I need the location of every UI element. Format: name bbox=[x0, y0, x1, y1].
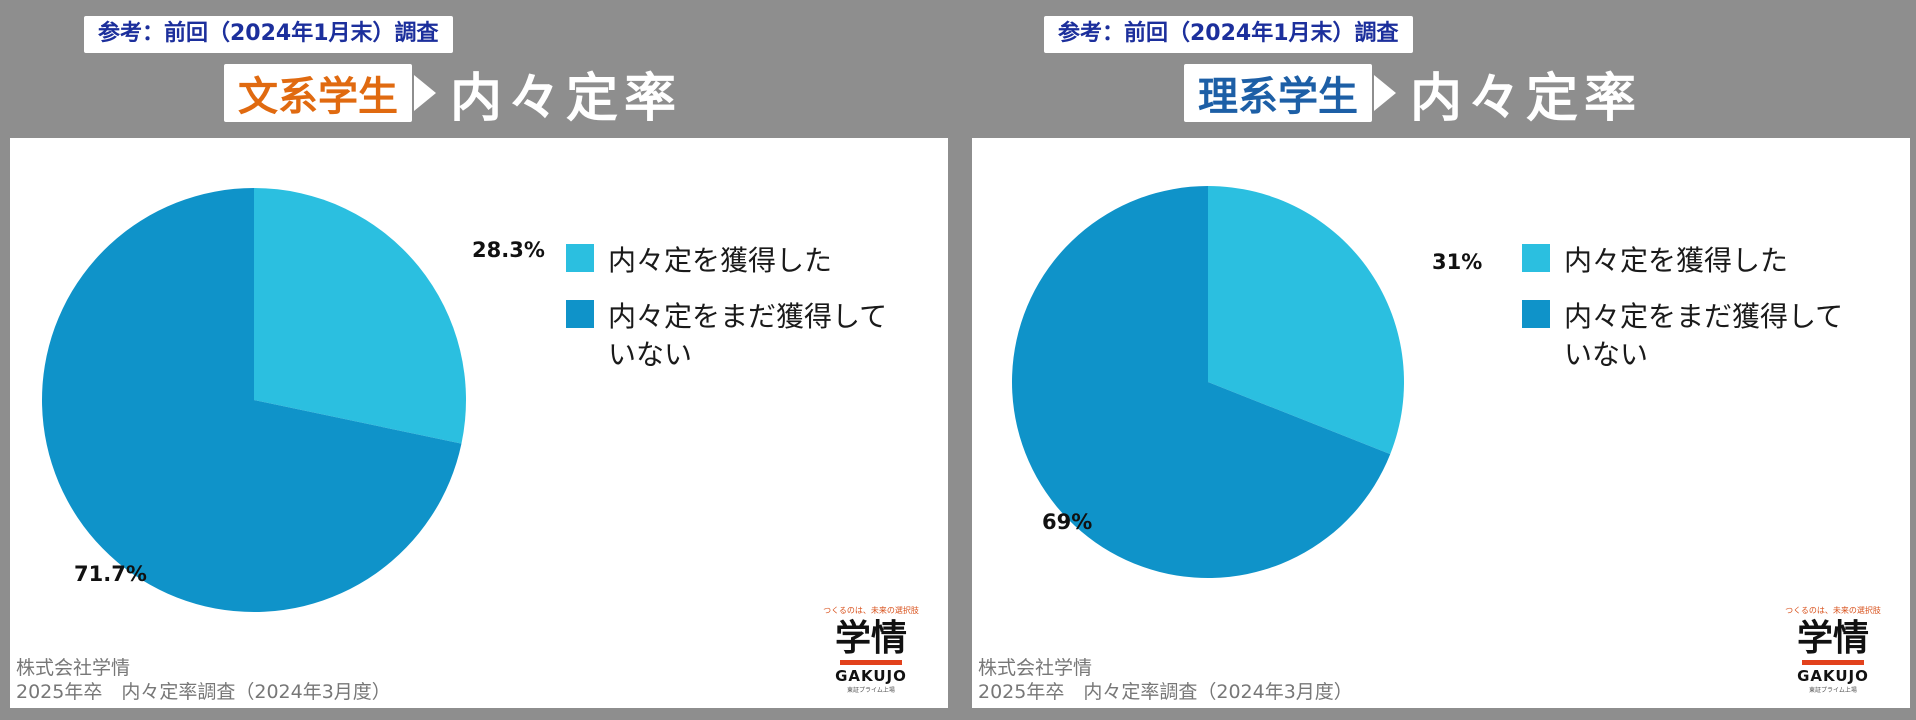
legend-item-not-acquired: 内々定をまだ獲得していない bbox=[1522, 298, 1882, 374]
category-label: 文系学生 bbox=[224, 64, 412, 122]
humanities-section: 参考：前回（2024年1月末）調査 文系学生 内々定率 28.3% 71.7% … bbox=[10, 16, 948, 708]
pie-slice-not-acquired bbox=[41, 188, 462, 612]
legend-item-not-acquired: 内々定をまだ獲得していない bbox=[566, 298, 926, 374]
legend-label: 内々定を獲得した bbox=[1564, 244, 1789, 277]
logo-sub: 東証プライム上場 bbox=[1809, 687, 1857, 694]
reference-badge: 参考：前回（2024年1月末）調査 bbox=[84, 16, 453, 53]
gakujo-logo: つくるのは、未来の選択肢 学情 GAKUJO 東証プライム上場 bbox=[816, 605, 926, 694]
source-survey: 2025年卒 内々定率調査（2024年3月度） bbox=[978, 681, 1353, 703]
chart-panel: 31% 69% 内々定を獲得した 内々定をまだ獲得していない 株式会社学情 20… bbox=[972, 138, 1910, 708]
logo-bar bbox=[840, 660, 902, 665]
title-row: 文系学生 内々定率 bbox=[224, 62, 682, 129]
slice-label-not-acquired: 69% bbox=[1042, 510, 1093, 534]
gakujo-logo: つくるのは、未来の選択肢 学情 GAKUJO 東証プライム上場 bbox=[1778, 605, 1888, 694]
pie-slice-acquired bbox=[1208, 186, 1404, 455]
chart-panel: 28.3% 71.7% 内々定を獲得した 内々定をまだ獲得していない 株式会社学… bbox=[10, 138, 948, 708]
logo-latin: GAKUJO bbox=[1797, 667, 1869, 685]
source-survey: 2025年卒 内々定率調査（2024年3月度） bbox=[16, 681, 391, 703]
source-company: 株式会社学情 bbox=[978, 657, 1093, 679]
logo-kanji: 学情 bbox=[834, 618, 907, 659]
logo-latin: GAKUJO bbox=[835, 667, 907, 685]
legend-item-acquired: 内々定を獲得した bbox=[1522, 242, 1882, 280]
legend-label: 内々定をまだ獲得していない bbox=[1564, 300, 1844, 371]
source-company: 株式会社学情 bbox=[16, 657, 131, 679]
science-section: 参考：前回（2024年1月末）調査 理系学生 内々定率 31% 69% 内々定を… bbox=[958, 0, 1916, 720]
source-note: 株式会社学情 2025年卒 内々定率調査（2024年3月度） bbox=[16, 656, 391, 704]
legend-swatch-not-acquired bbox=[566, 300, 594, 328]
legend-label: 内々定をまだ獲得していない bbox=[608, 300, 888, 371]
slice-label-acquired: 31% bbox=[1432, 250, 1483, 274]
chart-title: 内々定率 bbox=[1410, 68, 1643, 129]
legend-label: 内々定を獲得した bbox=[608, 244, 833, 277]
category-label: 理系学生 bbox=[1184, 64, 1372, 122]
legend: 内々定を獲得した 内々定をまだ獲得していない bbox=[1522, 242, 1882, 392]
slice-label-not-acquired: 71.7% bbox=[74, 562, 147, 586]
arrow-right-icon bbox=[1374, 75, 1396, 111]
legend-item-acquired: 内々定を獲得した bbox=[566, 242, 926, 280]
legend-swatch-not-acquired bbox=[1522, 300, 1550, 328]
logo-bar bbox=[1802, 660, 1864, 665]
logo-kanji: 学情 bbox=[1796, 618, 1869, 659]
logo-sub: 東証プライム上場 bbox=[847, 687, 895, 694]
slice-label-acquired: 28.3% bbox=[472, 238, 545, 262]
pie-slice-acquired bbox=[254, 188, 466, 444]
pie-slice-not-acquired bbox=[1012, 186, 1391, 578]
arrow-right-icon bbox=[414, 75, 436, 111]
source-note: 株式会社学情 2025年卒 内々定率調査（2024年3月度） bbox=[978, 656, 1353, 704]
reference-badge: 参考：前回（2024年1月末）調査 bbox=[1044, 16, 1413, 53]
legend-swatch-acquired bbox=[1522, 244, 1550, 272]
logo-tagline: つくるのは、未来の選択肢 bbox=[823, 606, 919, 615]
chart-title: 内々定率 bbox=[450, 68, 683, 129]
pie-chart bbox=[1012, 186, 1404, 578]
title-row: 理系学生 内々定率 bbox=[1184, 62, 1642, 129]
legend: 内々定を獲得した 内々定をまだ獲得していない bbox=[566, 242, 926, 392]
logo-tagline: つくるのは、未来の選択肢 bbox=[1785, 606, 1881, 615]
legend-swatch-acquired bbox=[566, 244, 594, 272]
pie-chart bbox=[41, 188, 466, 612]
